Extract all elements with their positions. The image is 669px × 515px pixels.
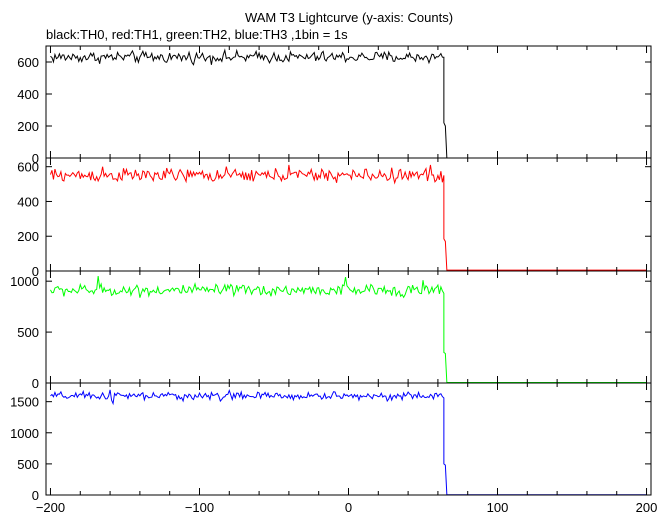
panel-frame xyxy=(45,45,652,159)
y-tick-label: 0 xyxy=(32,264,39,279)
panel-frame xyxy=(45,382,652,496)
y-tick-label: 200 xyxy=(17,229,39,244)
y-tick-label: 500 xyxy=(17,457,39,472)
x-tick-label: −100 xyxy=(185,500,214,515)
x-tick-label: 0 xyxy=(345,500,352,515)
y-tick-label: 600 xyxy=(17,160,39,175)
y-tick-label: 1500 xyxy=(10,395,39,410)
chart-title: WAM T3 Lightcurve (y-axis: Counts) xyxy=(245,10,453,25)
x-tick-label: 100 xyxy=(487,500,509,515)
y-tick-label: 0 xyxy=(32,376,39,391)
y-tick-label: 1000 xyxy=(10,426,39,441)
y-tick-label: 0 xyxy=(32,151,39,166)
y-tick-label: 1000 xyxy=(10,274,39,289)
y-tick-label: 500 xyxy=(17,325,39,340)
chart-subtitle: black:TH0, red:TH1, green:TH2, blue:TH3 … xyxy=(46,27,348,42)
series-line-th3 xyxy=(50,388,647,496)
y-tick-label: 0 xyxy=(32,488,39,503)
series-line-th2 xyxy=(50,276,647,383)
y-tick-label: 600 xyxy=(17,55,39,70)
x-tick-label: 200 xyxy=(636,500,658,515)
series-line-th0 xyxy=(50,48,647,159)
y-tick-label: 400 xyxy=(17,194,39,209)
series-line-th1 xyxy=(49,164,647,271)
y-tick-label: 200 xyxy=(17,119,39,134)
y-tick-label: 400 xyxy=(17,87,39,102)
x-tick-label: −200 xyxy=(36,500,65,515)
panel-stack: 0200400600020040060005001000050010001500… xyxy=(10,45,658,515)
